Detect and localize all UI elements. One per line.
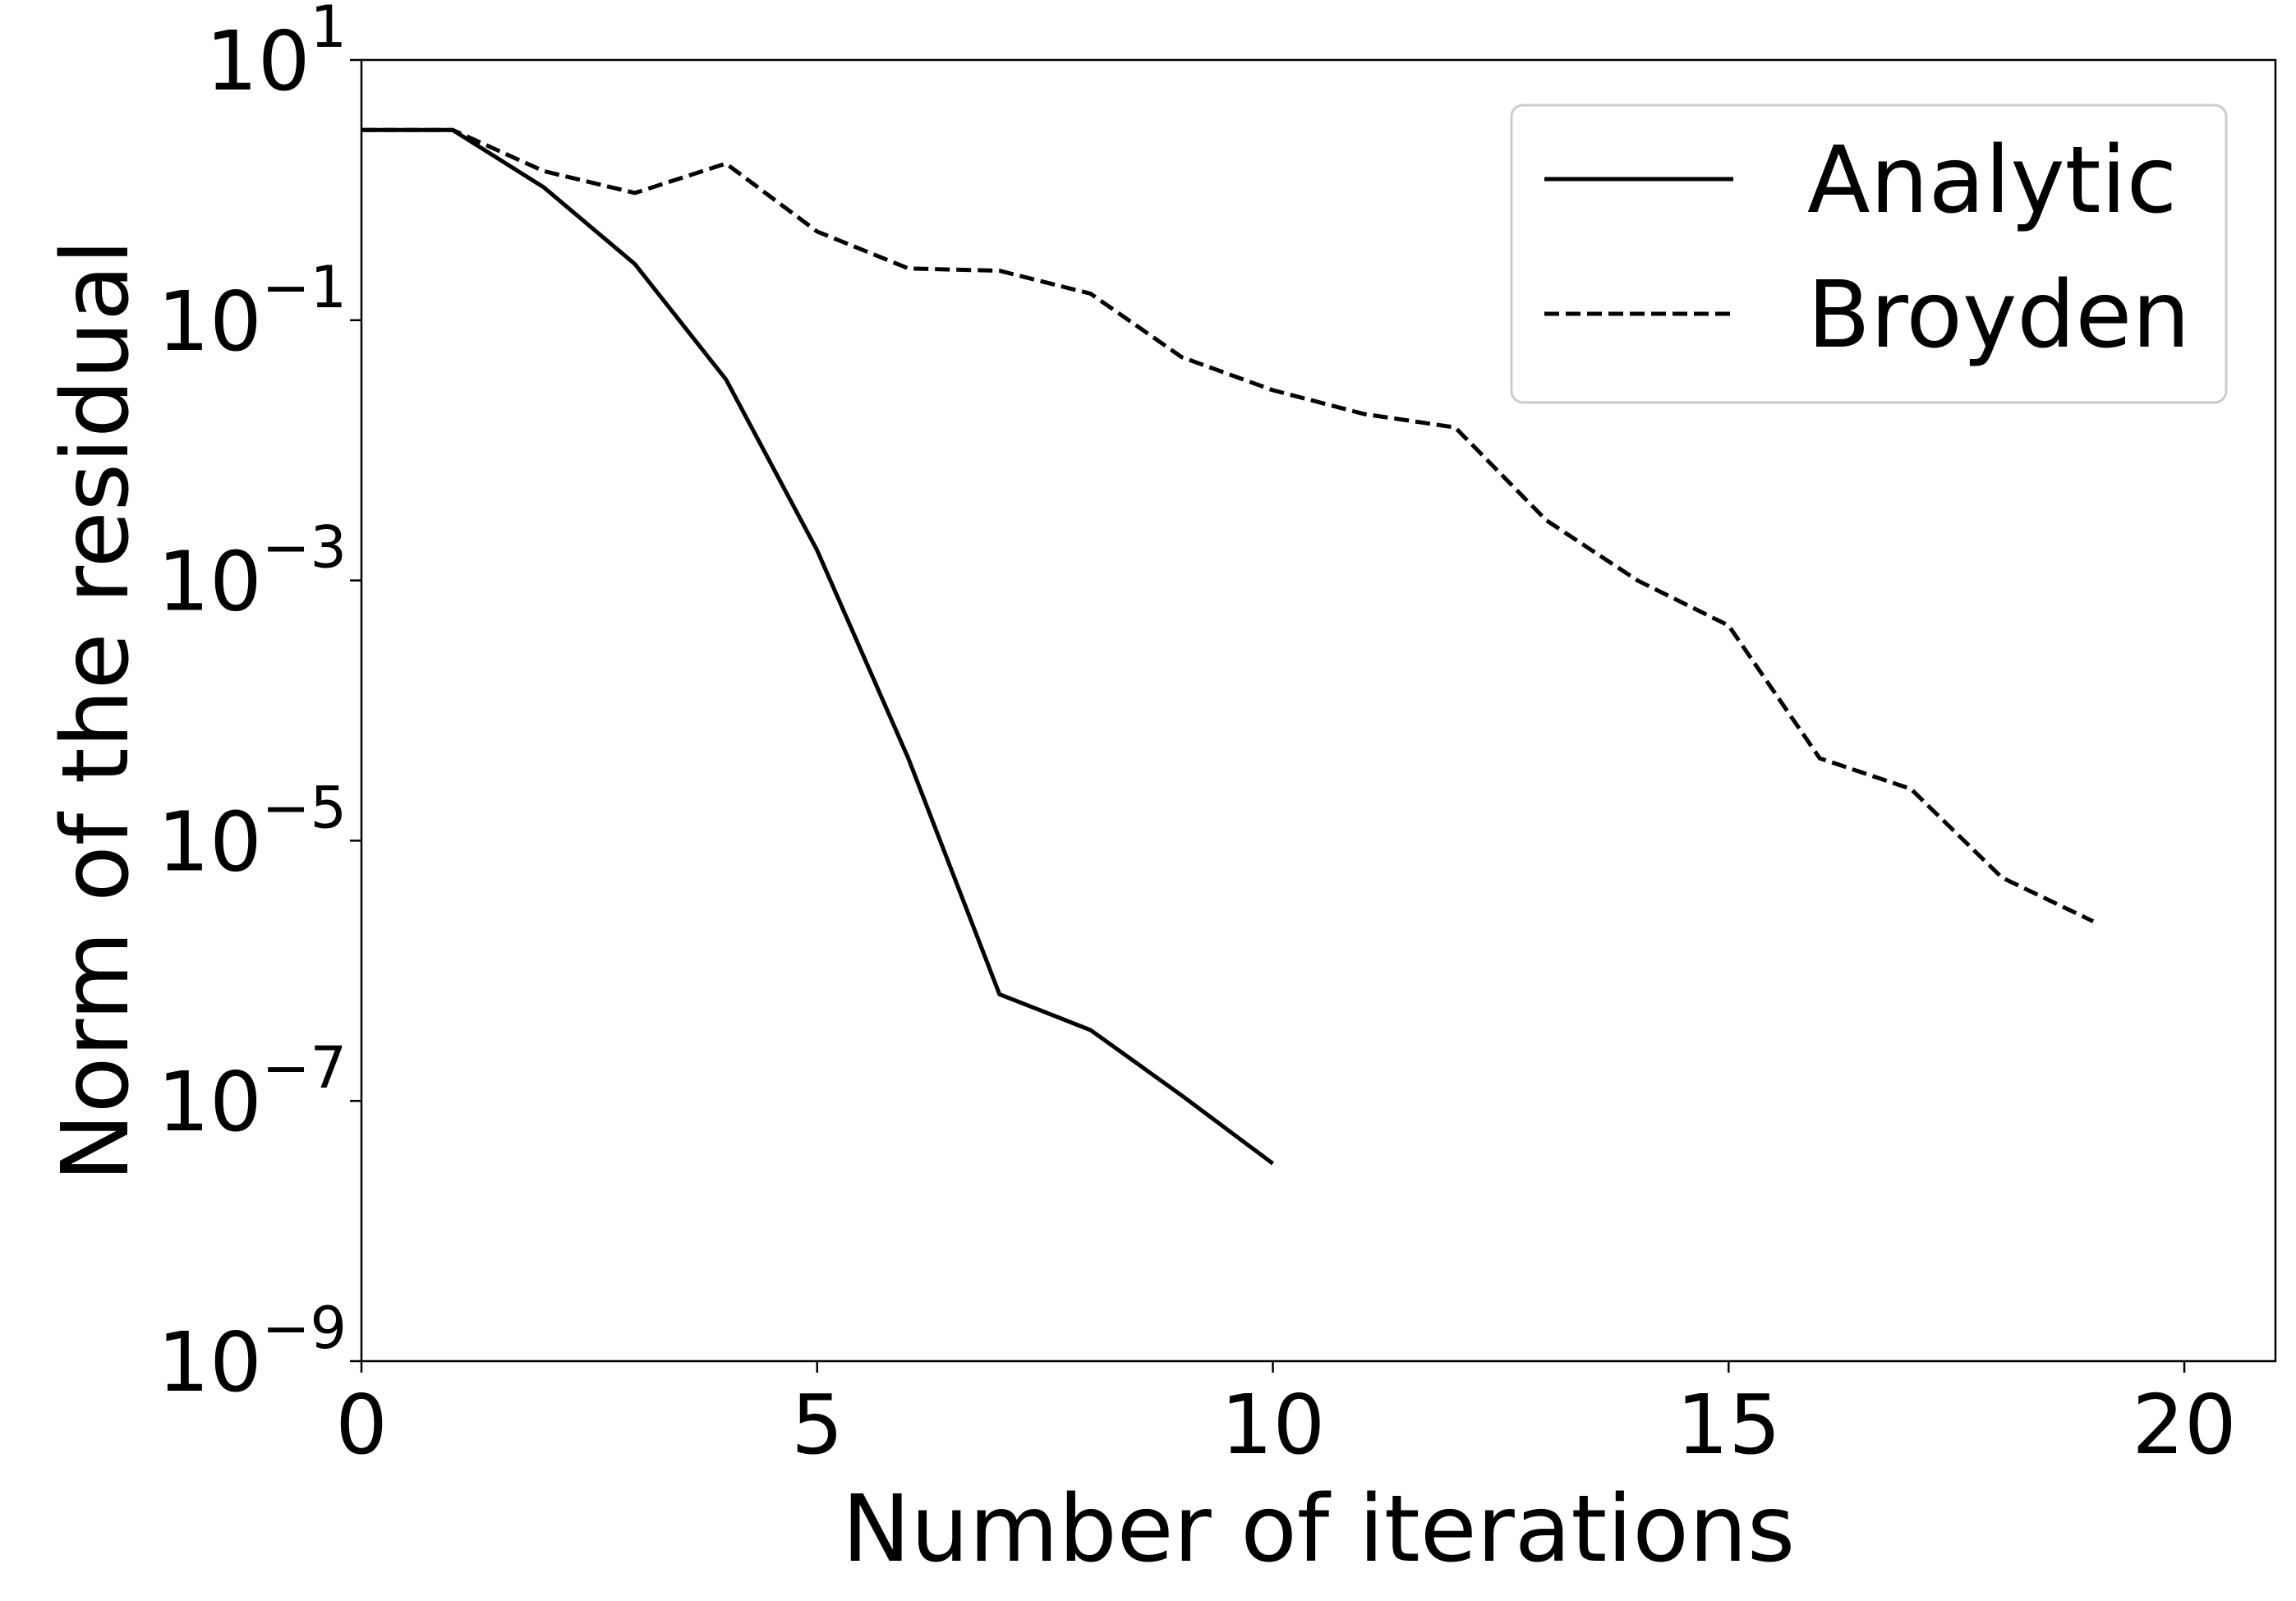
legend: Analytic Broyden (1510, 104, 2228, 404)
y-tick-label: 10−7 (158, 1034, 347, 1150)
plot-frame (360, 58, 2277, 1363)
series-line-broyden (361, 127, 2095, 923)
x-tick-label: 5 (791, 1377, 844, 1473)
x-axis-ticks: 0 5 10 15 20 (335, 1361, 2237, 1473)
y-axis-label: Norm of the residual (43, 239, 150, 1182)
x-axis-label: Number of iterations (842, 1476, 1796, 1583)
legend-label-analytic: Analytic (1807, 127, 2177, 234)
x-tick-label: 0 (335, 1377, 388, 1473)
x-tick-label: 10 (1221, 1377, 1325, 1473)
y-tick-label: 10−3 (158, 514, 347, 630)
y-tick-label: 10−9 (158, 1295, 347, 1410)
y-tick-label: 10−5 (158, 774, 347, 890)
series-line-analytic (361, 127, 1274, 1166)
y-tick-label: 101 (205, 0, 347, 109)
x-tick-label: 15 (1677, 1377, 1781, 1473)
y-axis-ticks: 101 10−1 10−3 10−5 10−7 10−9 (158, 0, 361, 1410)
x-tick-label: 20 (2132, 1377, 2236, 1473)
legend-label-broyden: Broyden (1807, 262, 2190, 369)
series-layer (361, 127, 2095, 1166)
y-tick-label: 10−1 (158, 254, 347, 370)
